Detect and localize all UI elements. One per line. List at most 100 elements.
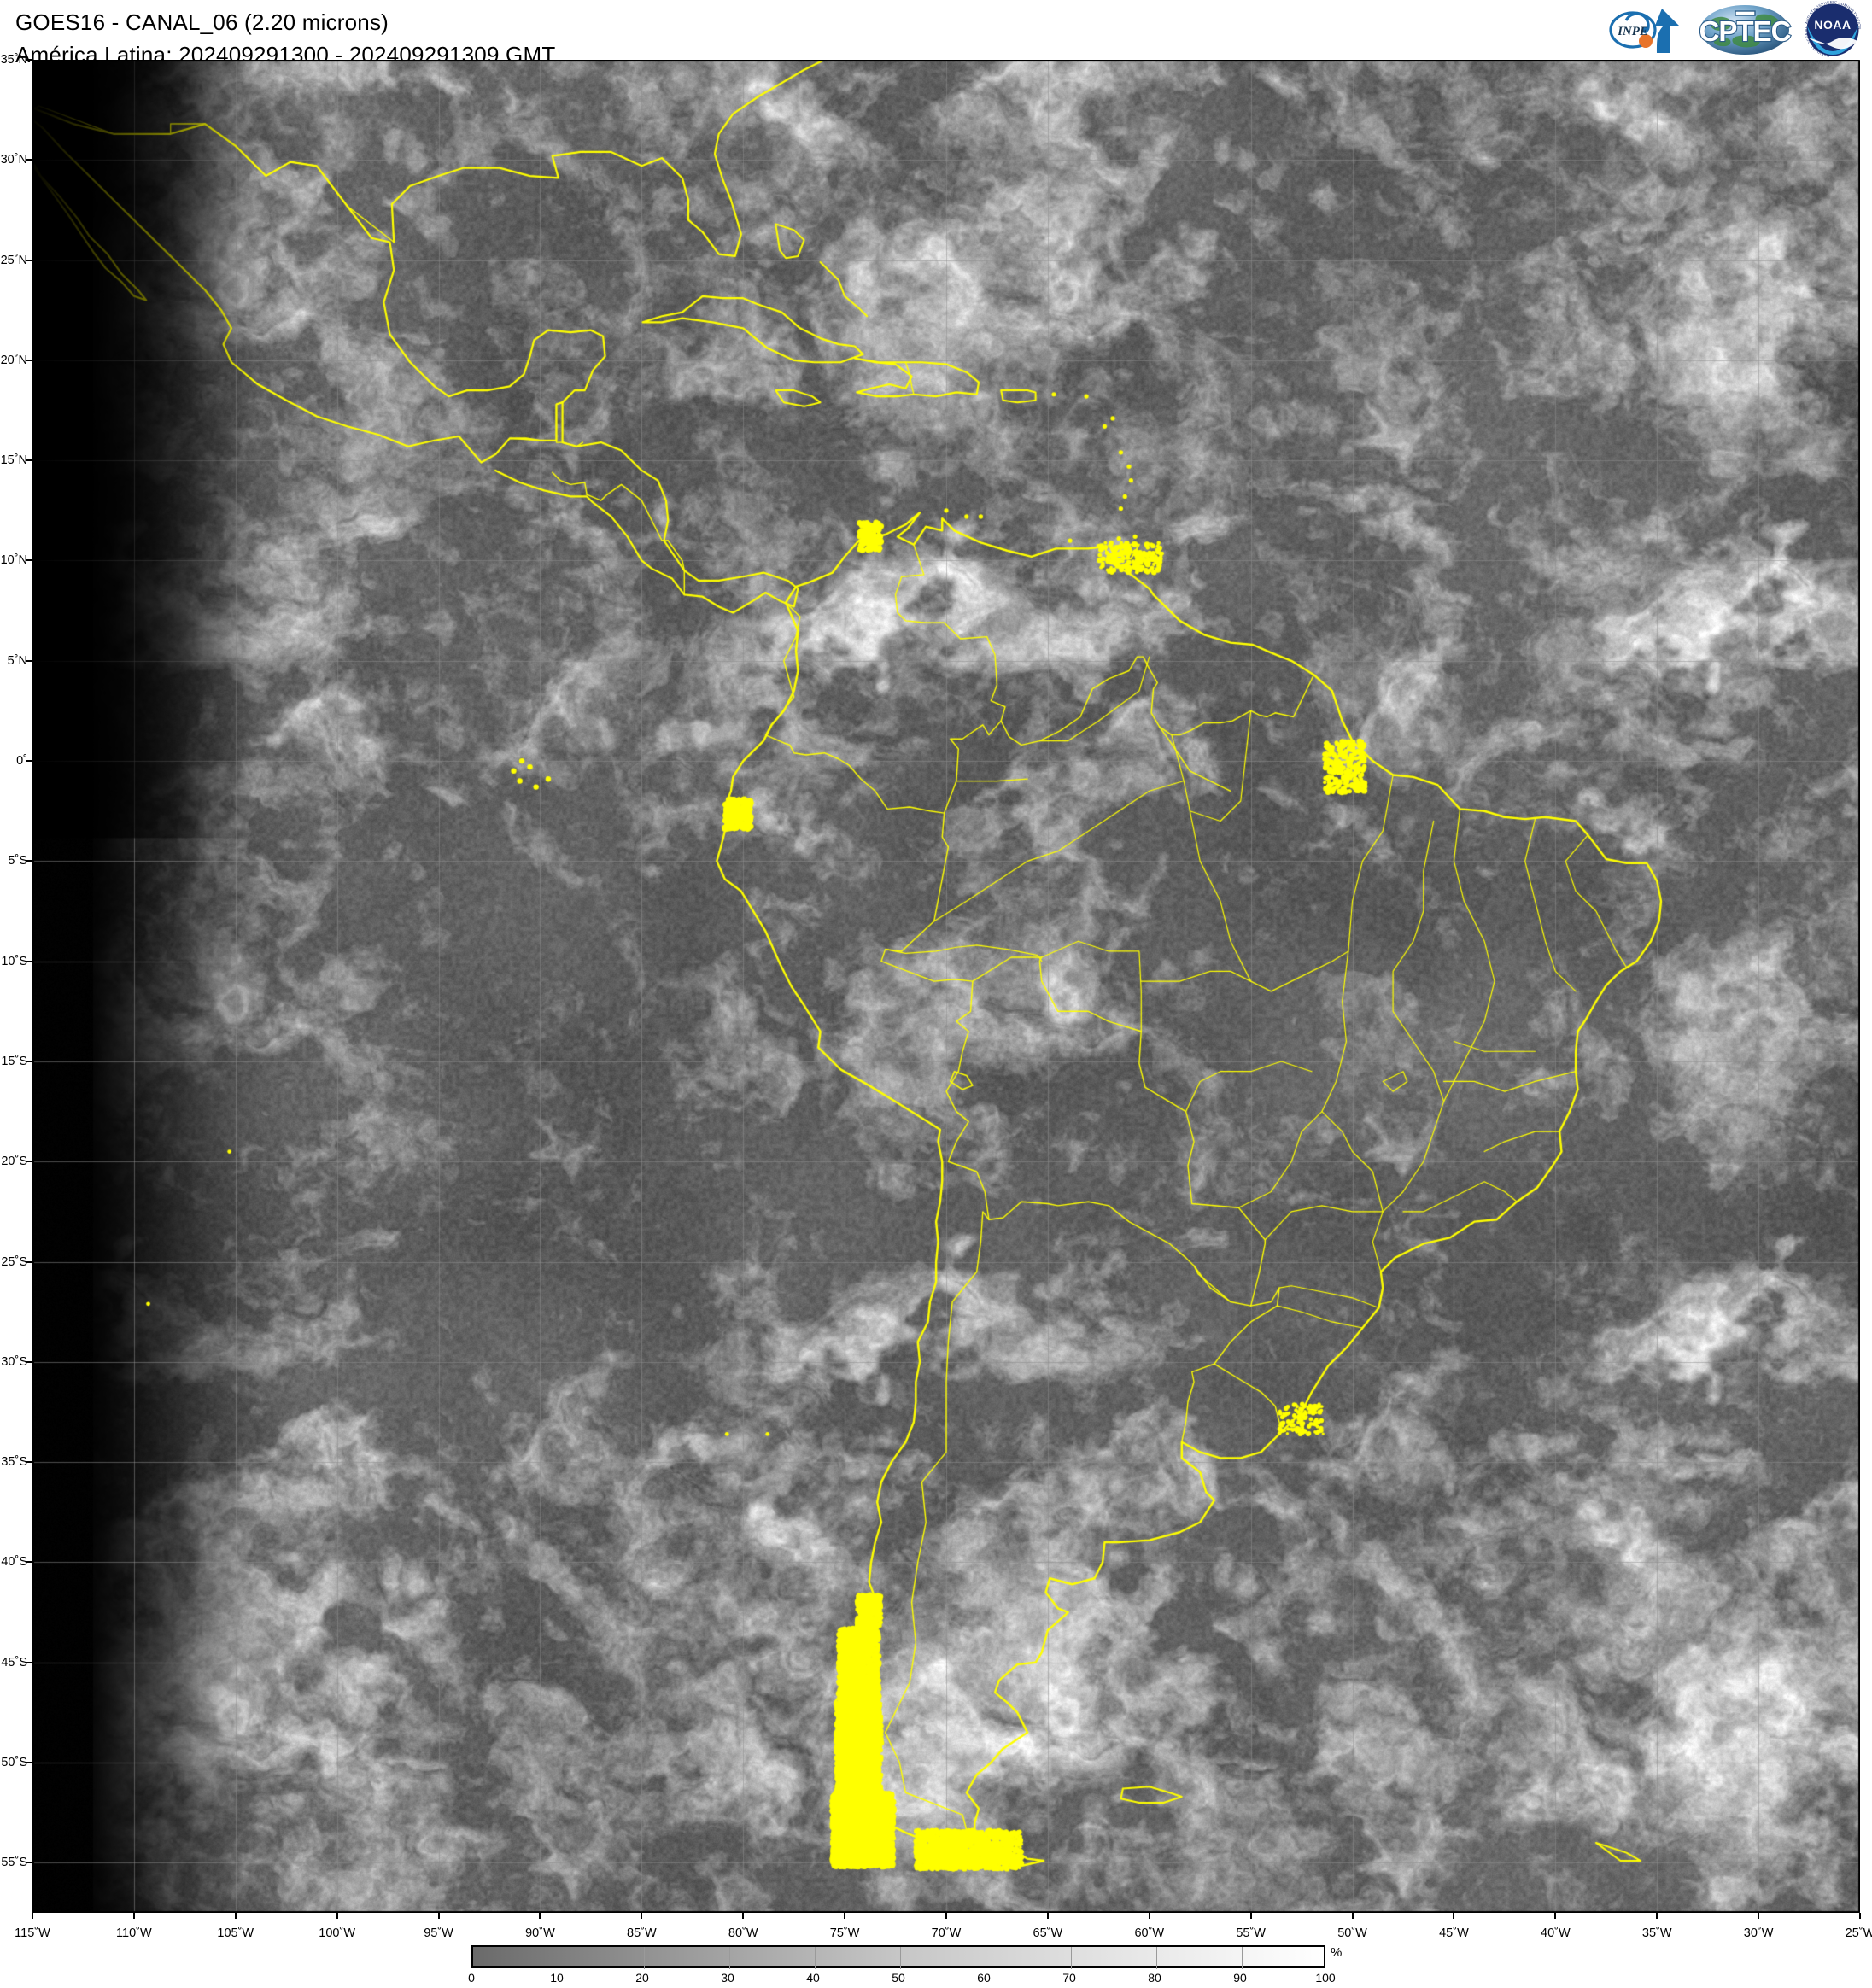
lon-tick-label: 30˚W (1743, 1927, 1774, 1940)
lat-tick-label: 35˚N (0, 53, 27, 67)
colorbar-divider (1156, 1947, 1157, 1969)
lat-tick-mark (26, 259, 32, 261)
lon-tick-mark (132, 1913, 135, 1919)
lat-tick-label: 55˚S (1, 1856, 27, 1870)
colorbar-gradient (471, 1945, 1325, 1969)
lon-tick-label: 50˚W (1337, 1927, 1367, 1940)
lon-tick-mark (1453, 1913, 1455, 1919)
lon-tick-mark (234, 1913, 237, 1919)
lat-tick-label: 5˚S (8, 854, 27, 868)
lat-tick-mark (26, 559, 32, 562)
lat-tick-mark (26, 459, 32, 462)
lat-tick-label: 50˚S (1, 1756, 27, 1770)
lon-tick-mark (539, 1913, 541, 1919)
colorbar-tick-label: 100 (1315, 1971, 1336, 1985)
lon-tick-label: 115˚W (15, 1927, 50, 1940)
lon-tick-mark (1656, 1913, 1658, 1919)
colorbar-tick-label: 90 (1233, 1971, 1247, 1985)
lat-tick-mark (26, 960, 32, 962)
lat-tick-label: 45˚S (1, 1655, 27, 1669)
lat-tick-label: 10˚N (0, 553, 27, 568)
colorbar-tick-label: 40 (806, 1971, 820, 1985)
colorbar-legend: 0 10 20 30 40 50 60 70 80 90 100 % (468, 1945, 1342, 1988)
lat-tick-mark (26, 159, 32, 161)
colorbar-tick-label: 30 (721, 1971, 734, 1985)
lon-tick-mark (1148, 1913, 1150, 1919)
colorbar-unit-label: % (1331, 1945, 1343, 1960)
lat-tick-label: 15˚N (0, 453, 27, 468)
inpe-logo-text: INPE (1617, 25, 1648, 38)
lon-tick-label: 110˚W (116, 1927, 152, 1940)
latitude-axis: 35˚N 30˚N 25˚N 20˚N 15˚N 10˚N 5˚N 0˚ 5˚S 10˚S 15˚S… (0, 53, 32, 1913)
lon-tick-mark (1351, 1913, 1354, 1919)
colorbar-tick-label: 60 (977, 1971, 991, 1985)
longitude-axis: 115˚W 110˚W 105˚W 100˚W 95˚W 90˚W 85˚W 80˚W 75˚W… (15, 1913, 1872, 1952)
lat-tick-label: 25˚S (1, 1254, 27, 1269)
lat-tick-mark (26, 1360, 32, 1363)
lat-tick-mark (26, 1161, 32, 1163)
lat-tick-mark (26, 860, 32, 862)
lon-tick-label: 90˚W (525, 1927, 555, 1940)
colorbar-tick-label: 20 (635, 1971, 649, 1985)
lat-tick-mark (26, 659, 32, 662)
lon-tick-label: 40˚W (1541, 1927, 1571, 1940)
lat-tick-mark (26, 359, 32, 361)
lat-tick-label: 35˚S (1, 1455, 27, 1470)
satellite-map[interactable] (32, 60, 1860, 1913)
lon-tick-label: 25˚W (1845, 1927, 1872, 1940)
colorbar-divider (729, 1947, 730, 1969)
lon-tick-label: 60˚W (1134, 1927, 1165, 1940)
lon-tick-mark (945, 1913, 947, 1919)
colorbar-tick-label: 50 (892, 1971, 905, 1985)
lon-tick-mark (1758, 1913, 1760, 1919)
page-header: GOES16 - CANAL_06 (2.20 microns) América… (0, 0, 1872, 67)
satellite-image-canvas[interactable] (32, 60, 1860, 1913)
lon-tick-label: 55˚W (1236, 1927, 1266, 1940)
colorbar-divider (1242, 1947, 1243, 1969)
noaa-logo-text: NOAA (1814, 18, 1851, 32)
lon-tick-label: 80˚W (728, 1927, 758, 1940)
noaa-logo: NOAA NATIONAL OCEANIC AND ATMOSPHERIC AD… (1797, 0, 1869, 60)
lat-tick-label: 20˚N (0, 353, 27, 367)
lat-tick-mark (26, 1561, 32, 1564)
colorbar-divider (815, 1947, 816, 1969)
lon-tick-mark (1859, 1913, 1861, 1919)
lon-tick-mark (641, 1913, 643, 1919)
lon-tick-mark (844, 1913, 846, 1919)
lon-tick-label: 70˚W (931, 1927, 962, 1940)
colorbar-tick-label: 70 (1062, 1971, 1076, 1985)
lon-tick-mark (1249, 1913, 1252, 1919)
lat-tick-label: 0˚ (16, 754, 27, 769)
lat-tick-mark (26, 1862, 32, 1864)
lon-tick-mark (336, 1913, 338, 1919)
lon-tick-label: 105˚W (217, 1927, 254, 1940)
lat-tick-label: 15˚S (1, 1054, 27, 1068)
lat-tick-mark (26, 1060, 32, 1062)
lon-tick-label: 100˚W (319, 1927, 356, 1940)
lon-tick-label: 85˚W (627, 1927, 657, 1940)
lat-tick-mark (26, 1461, 32, 1464)
lat-tick-mark (26, 760, 32, 763)
lon-tick-mark (32, 1913, 33, 1919)
lon-tick-label: 75˚W (829, 1927, 860, 1940)
lon-tick-mark (742, 1913, 745, 1919)
cptec-logo-text: CPTEC (1699, 15, 1791, 47)
lat-tick-label: 5˚N (7, 653, 27, 668)
lat-tick-label: 20˚S (1, 1155, 27, 1169)
lat-tick-label: 40˚S (1, 1555, 27, 1570)
lat-tick-mark (26, 1661, 32, 1663)
colorbar-divider (644, 1947, 645, 1969)
lon-tick-mark (437, 1913, 440, 1919)
product-title: GOES16 - CANAL_06 (2.20 microns) (15, 9, 389, 35)
cptec-logo: CPTEC (1698, 3, 1793, 57)
lat-tick-mark (26, 59, 32, 61)
lon-tick-label: 45˚W (1439, 1927, 1469, 1940)
colorbar-divider (1071, 1947, 1072, 1969)
lon-tick-label: 65˚W (1033, 1927, 1063, 1940)
colorbar-tick-label: 10 (550, 1971, 564, 1985)
lon-tick-mark (1046, 1913, 1049, 1919)
lat-tick-mark (26, 1762, 32, 1764)
colorbar-divider (900, 1947, 901, 1969)
colorbar-ticks: 0 10 20 30 40 50 60 70 80 90 100 (468, 1969, 1336, 1988)
lon-tick-label: 35˚W (1641, 1927, 1672, 1940)
